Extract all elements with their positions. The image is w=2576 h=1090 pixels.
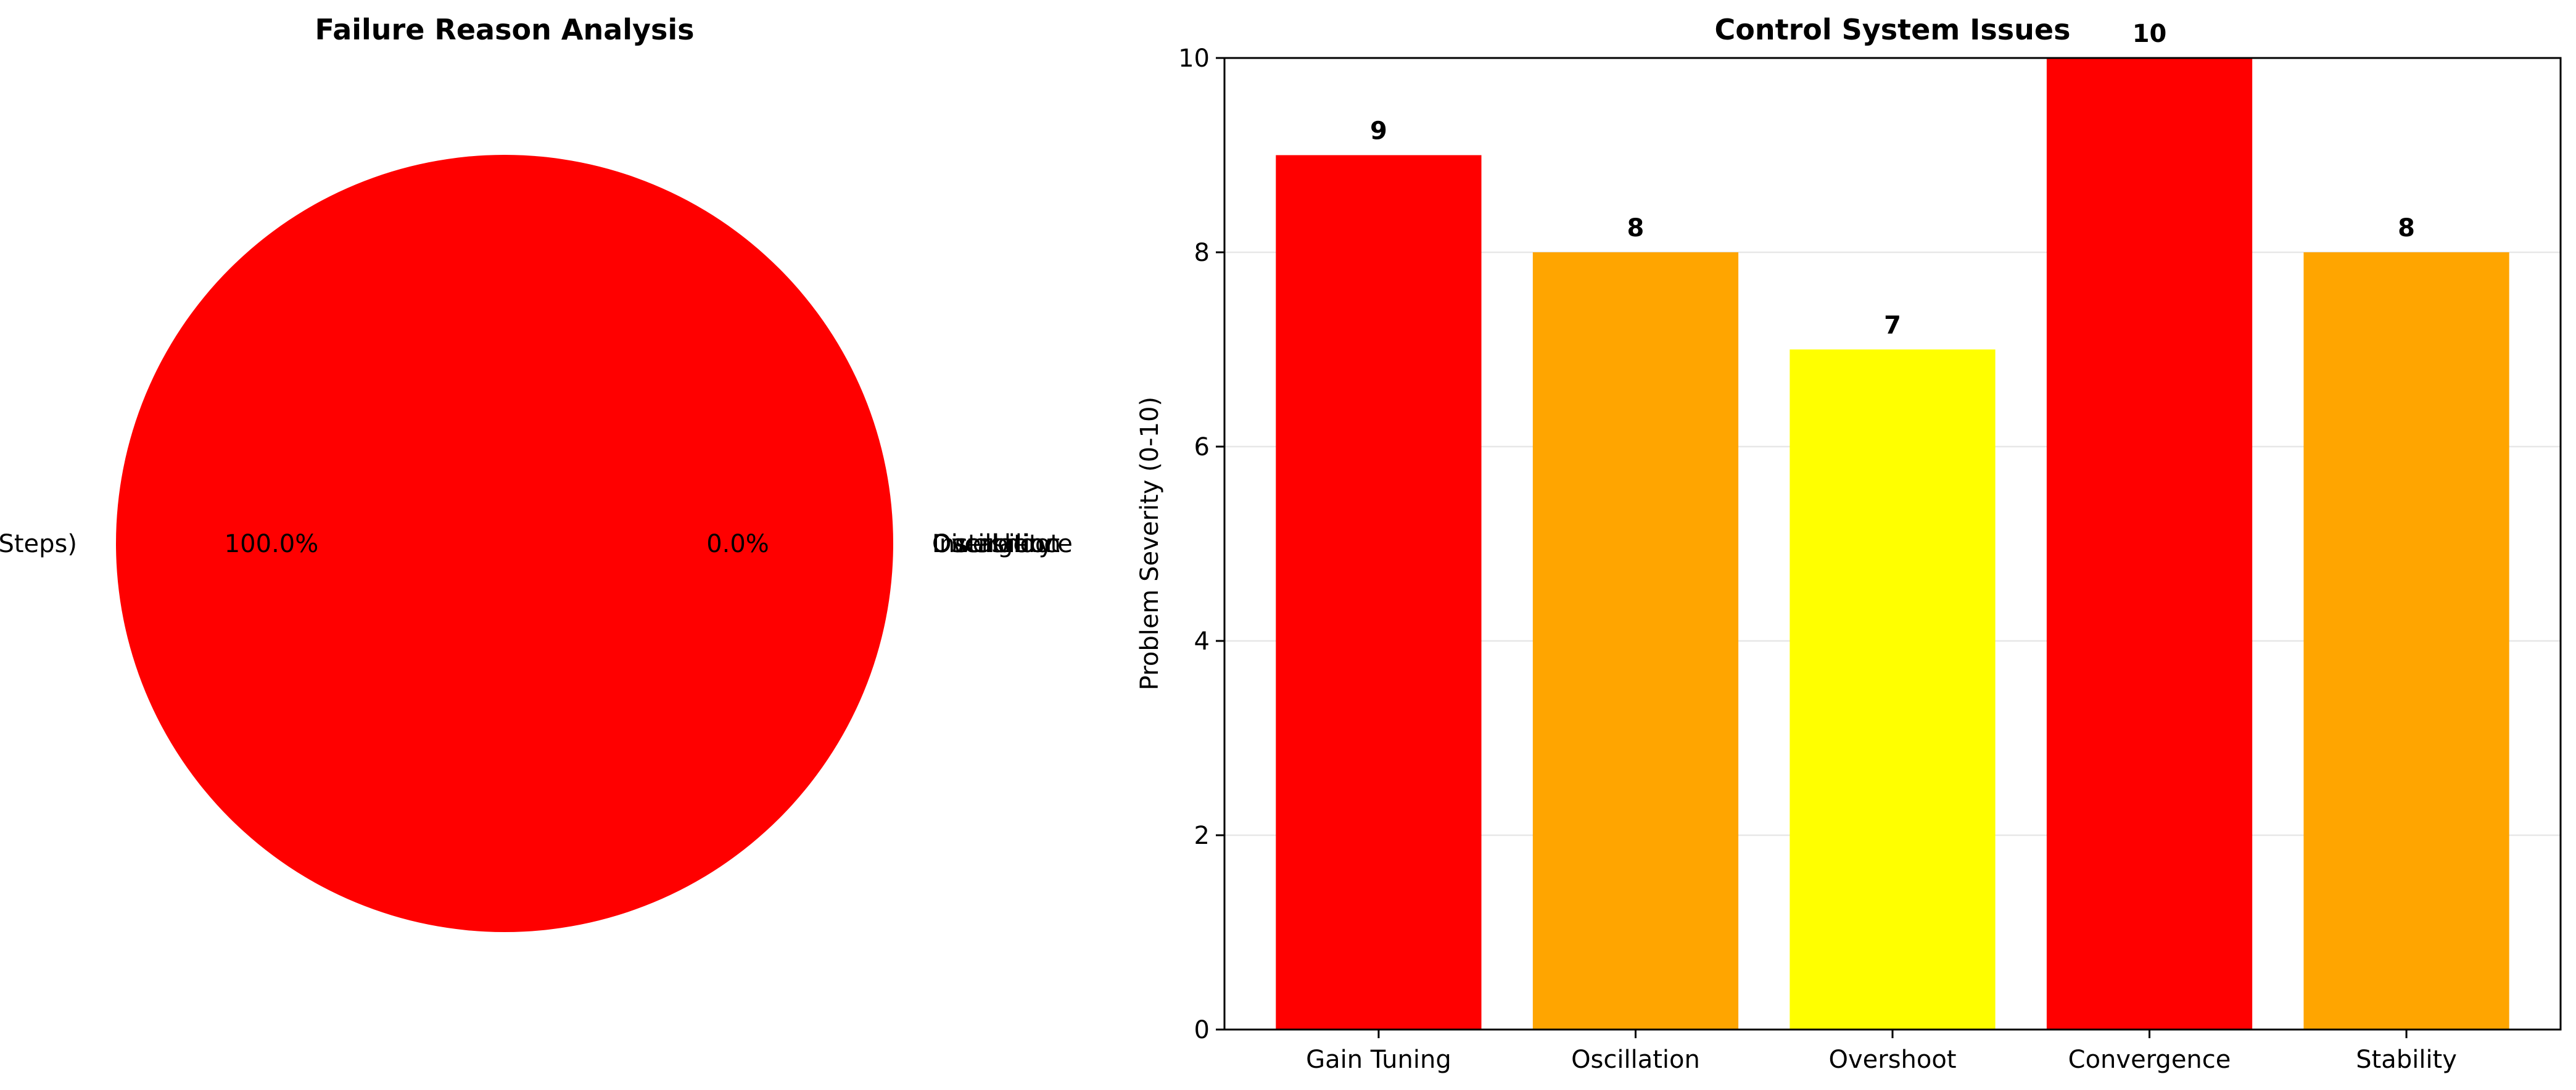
bar-value-label: 7: [1884, 312, 1901, 340]
x-tick-label: Convergence: [2068, 1046, 2231, 1074]
bar: [1276, 155, 1482, 1030]
bar-value-label: 8: [1627, 214, 1645, 242]
pie-slices: [116, 155, 893, 932]
pie-slice-label: Oscillation: [932, 530, 1061, 558]
y-tick-label: 8: [1194, 239, 1210, 267]
pie-slice-label: Instability: [932, 530, 1053, 558]
y-tick-label: 2: [1194, 822, 1210, 850]
x-tick-label: Gain Tuning: [1306, 1046, 1451, 1074]
bar-value-label: 10: [2132, 20, 2167, 48]
pie-slice-label: Overshoot: [932, 530, 1060, 558]
x-tick-label: Oscillation: [1571, 1046, 1700, 1074]
bar-value-label: 9: [1370, 117, 1387, 146]
y-tick-label: 0: [1194, 1016, 1210, 1044]
bar-chart: Control System Issues 9 8 7 10 8 0 2 4 6 8 10 Gai…: [1136, 13, 2562, 1074]
y-tick-label: 4: [1194, 627, 1210, 656]
bar-value-labels: 9 8 7 10 8: [1370, 20, 2415, 340]
bar-title: Control System Issues: [1715, 13, 2071, 46]
pie-slice-label: Divergence: [932, 530, 1073, 558]
pie-labels: Timeout (Max Steps) 100.0% Oscillation 0.0%…: [0, 530, 1073, 558]
pie-slice: [116, 155, 893, 932]
pie-percent-label: 100.0%: [225, 530, 319, 558]
y-tick-label: 6: [1194, 433, 1210, 461]
bar: [2046, 58, 2253, 1030]
pie-title: Failure Reason Analysis: [315, 13, 694, 46]
y-axis-ticks: 0 2 4 6 8 10: [1178, 44, 1224, 1044]
x-tick-label: Stability: [2356, 1046, 2457, 1074]
bar-value-label: 8: [2398, 214, 2415, 242]
x-axis-ticks: Gain Tuning Oscillation Overshoot Convergen…: [1306, 1030, 2457, 1074]
pie-chart: Failure Reason Analysis Timeout (Max Ste…: [0, 13, 1073, 932]
y-axis-label: Problem Severity (0-10): [1136, 397, 1164, 690]
bars: [1276, 58, 2509, 1030]
pie-percent-label: 0.0%: [706, 530, 769, 558]
bar: [1790, 349, 1996, 1030]
bar: [1532, 252, 1739, 1030]
bar: [2303, 252, 2509, 1030]
y-tick-label: 10: [1178, 44, 1210, 73]
pie-slice-label: Timeout (Max Steps): [0, 530, 77, 558]
x-tick-label: Overshoot: [1828, 1046, 1956, 1074]
